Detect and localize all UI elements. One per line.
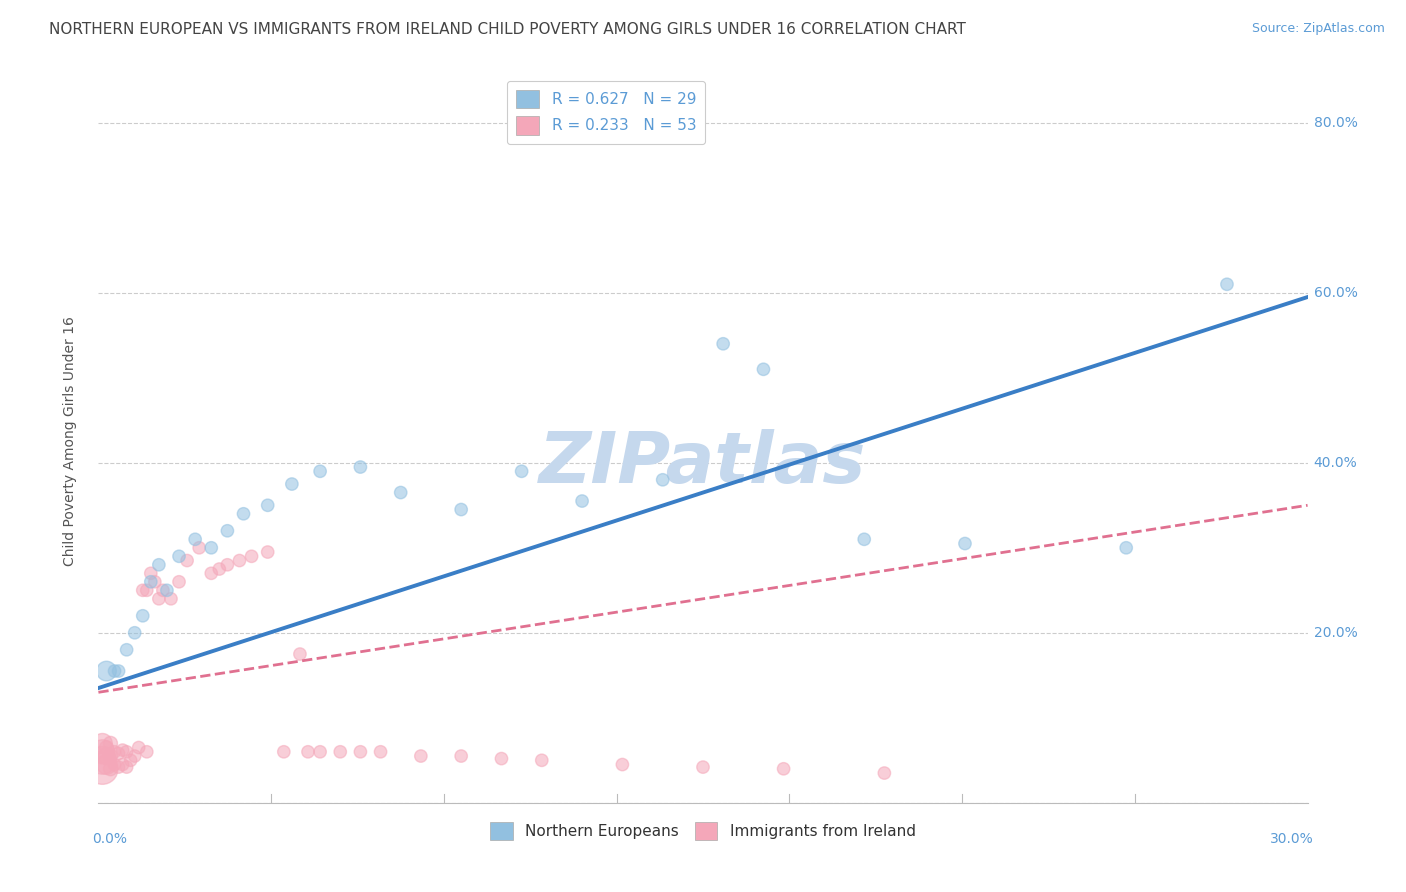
Point	[329, 745, 352, 759]
Text: 60.0%: 60.0%	[1313, 285, 1358, 300]
Text: NORTHERN EUROPEAN VS IMMIGRANTS FROM IRELAND CHILD POVERTY AMONG GIRLS UNDER 16 : NORTHERN EUROPEAN VS IMMIGRANTS FROM IRE…	[49, 22, 966, 37]
Point	[281, 477, 304, 491]
Point	[370, 745, 392, 759]
Point	[143, 574, 166, 589]
Point	[115, 745, 138, 759]
Point	[103, 745, 125, 759]
Point	[349, 460, 371, 475]
Point	[228, 553, 250, 567]
Point	[107, 760, 129, 774]
Point	[91, 762, 114, 776]
Point	[409, 749, 432, 764]
Point	[217, 558, 239, 572]
Point	[853, 533, 876, 547]
Point	[1216, 277, 1239, 292]
Point	[160, 591, 183, 606]
Text: 20.0%: 20.0%	[1313, 626, 1357, 640]
Point	[711, 336, 734, 351]
Point	[309, 745, 332, 759]
Point	[692, 760, 714, 774]
Point	[103, 757, 125, 772]
Point	[217, 524, 239, 538]
Point	[167, 549, 190, 564]
Point	[156, 583, 179, 598]
Point	[1115, 541, 1137, 555]
Point	[651, 473, 673, 487]
Point	[96, 749, 118, 764]
Point	[349, 745, 371, 759]
Point	[288, 647, 311, 661]
Point	[256, 498, 278, 512]
Point	[139, 574, 162, 589]
Point	[297, 745, 319, 759]
Text: Source: ZipAtlas.com: Source: ZipAtlas.com	[1251, 22, 1385, 36]
Point	[491, 751, 513, 765]
Point	[571, 494, 593, 508]
Point	[232, 507, 254, 521]
Point	[135, 583, 157, 598]
Point	[96, 664, 118, 678]
Point	[148, 558, 170, 572]
Point	[91, 736, 114, 750]
Point	[273, 745, 295, 759]
Point	[208, 562, 231, 576]
Text: ZIPatlas: ZIPatlas	[540, 429, 866, 498]
Point	[510, 464, 533, 478]
Point	[450, 502, 472, 516]
Point	[124, 749, 146, 764]
Text: 80.0%: 80.0%	[1313, 116, 1358, 129]
Point	[115, 642, 138, 657]
Point	[120, 753, 142, 767]
Point	[91, 745, 114, 759]
Point	[115, 760, 138, 774]
Point	[107, 664, 129, 678]
Point	[240, 549, 263, 564]
Point	[91, 753, 114, 767]
Point	[152, 583, 174, 598]
Text: 0.0%: 0.0%	[93, 831, 128, 846]
Point	[176, 553, 198, 567]
Point	[256, 545, 278, 559]
Point	[103, 664, 125, 678]
Point	[128, 740, 150, 755]
Text: 40.0%: 40.0%	[1313, 456, 1357, 470]
Point	[953, 536, 976, 550]
Point	[873, 766, 896, 780]
Point	[167, 574, 190, 589]
Point	[772, 762, 794, 776]
Y-axis label: Child Poverty Among Girls Under 16: Child Poverty Among Girls Under 16	[63, 317, 77, 566]
Point	[309, 464, 332, 478]
Point	[132, 608, 155, 623]
Point	[530, 753, 553, 767]
Point	[450, 749, 472, 764]
Point	[612, 757, 634, 772]
Point	[135, 745, 157, 759]
Point	[200, 541, 222, 555]
Point	[184, 533, 207, 547]
Point	[389, 485, 412, 500]
Point	[100, 749, 122, 764]
Point	[124, 625, 146, 640]
Point	[752, 362, 775, 376]
Point	[96, 740, 118, 755]
Point	[200, 566, 222, 581]
Point	[111, 757, 134, 772]
Point	[96, 757, 118, 772]
Point	[188, 541, 211, 555]
Point	[111, 743, 134, 757]
Legend: Northern Europeans, Immigrants from Ireland: Northern Europeans, Immigrants from Irel…	[481, 813, 925, 849]
Text: 30.0%: 30.0%	[1270, 831, 1313, 846]
Point	[132, 583, 155, 598]
Point	[100, 736, 122, 750]
Point	[148, 591, 170, 606]
Point	[139, 566, 162, 581]
Point	[100, 762, 122, 776]
Point	[107, 747, 129, 761]
